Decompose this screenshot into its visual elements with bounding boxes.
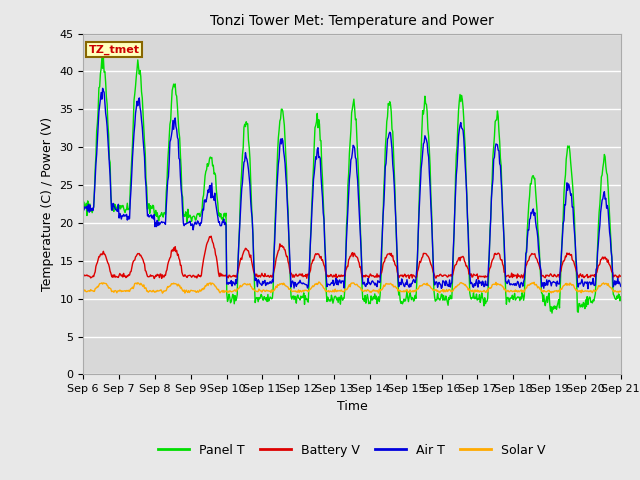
Air T [617,284,625,289]
Panel T [617,294,625,300]
Legend: Panel T, Battery V, Air T, Solar V: Panel T, Battery V, Air T, Solar V [153,439,551,462]
Panel T [418,127,426,132]
Title: Tonzi Tower Met: Temperature and Power: Tonzi Tower Met: Temperature and Power [210,14,494,28]
Battery V [474,276,482,282]
Panel T [200,192,207,198]
Battery V [228,274,236,279]
Air T [79,204,87,210]
Panel T [228,296,236,301]
Air T [200,207,207,213]
Solar V [200,285,207,291]
Battery V [207,233,215,239]
Air T [418,159,426,165]
Solar V [228,289,236,295]
Line: Panel T: Panel T [83,58,621,313]
Battery V [89,273,97,279]
Air T [99,85,106,91]
Battery V [617,274,625,279]
Panel T [98,55,106,61]
Panel T [548,310,556,316]
Solar V [145,289,152,295]
Solar V [79,287,87,292]
Panel T [89,206,97,212]
Battery V [79,272,87,278]
Air T [228,283,236,289]
Line: Battery V: Battery V [83,236,621,279]
Line: Air T: Air T [83,88,621,288]
Solar V [315,279,323,285]
Y-axis label: Temperature (C) / Power (V): Temperature (C) / Power (V) [41,117,54,291]
Air T [89,207,97,213]
Solar V [617,288,625,294]
Solar V [419,282,426,288]
Air T [145,214,153,220]
Panel T [145,201,153,206]
Panel T [79,200,87,205]
Air T [434,284,442,290]
Battery V [418,255,426,261]
Battery V [145,274,152,280]
Battery V [199,261,207,267]
Line: Solar V: Solar V [83,282,621,293]
Solar V [159,290,166,296]
Air T [584,286,592,291]
Text: TZ_tmet: TZ_tmet [88,44,140,55]
X-axis label: Time: Time [337,400,367,413]
Solar V [435,289,442,295]
Battery V [434,273,442,278]
Panel T [434,291,442,297]
Solar V [89,288,97,294]
